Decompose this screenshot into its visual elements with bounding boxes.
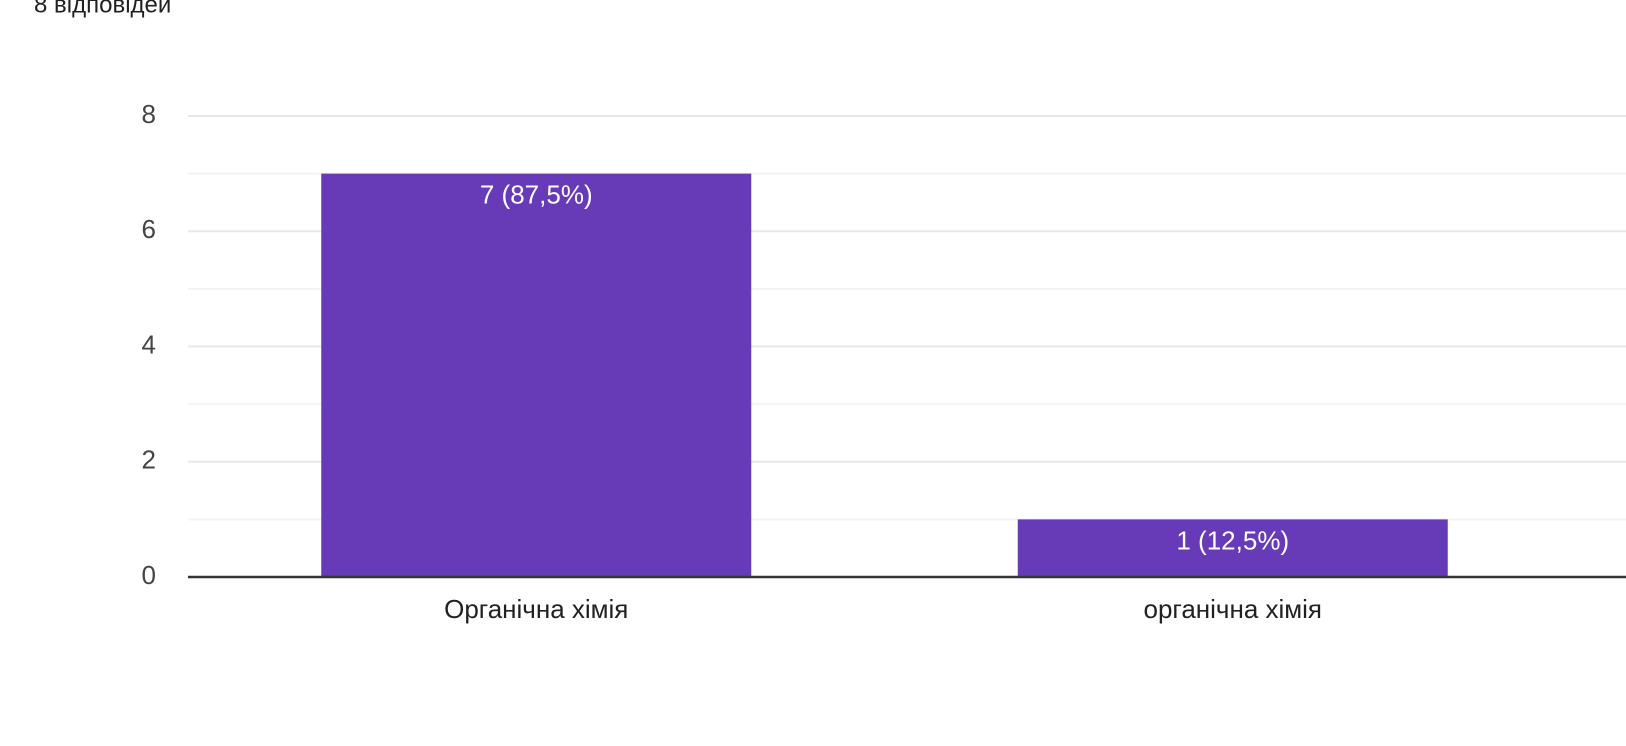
bar <box>321 173 752 577</box>
y-tick-label: 4 <box>142 329 156 359</box>
y-tick-label: 6 <box>142 214 156 244</box>
x-tick-label: органічна хімія <box>1143 594 1322 624</box>
chart-subtitle: 8 відповідей <box>34 0 171 18</box>
value-label: 7 (87,5%) <box>480 180 593 210</box>
value-label: 1 (12,5%) <box>1176 525 1289 555</box>
y-tick-label: 0 <box>142 560 156 590</box>
bar <box>1017 519 1448 577</box>
y-tick-label: 2 <box>142 445 156 475</box>
x-tick-label: Органічна хімія <box>444 594 628 624</box>
y-tick-label: 8 <box>142 99 156 129</box>
